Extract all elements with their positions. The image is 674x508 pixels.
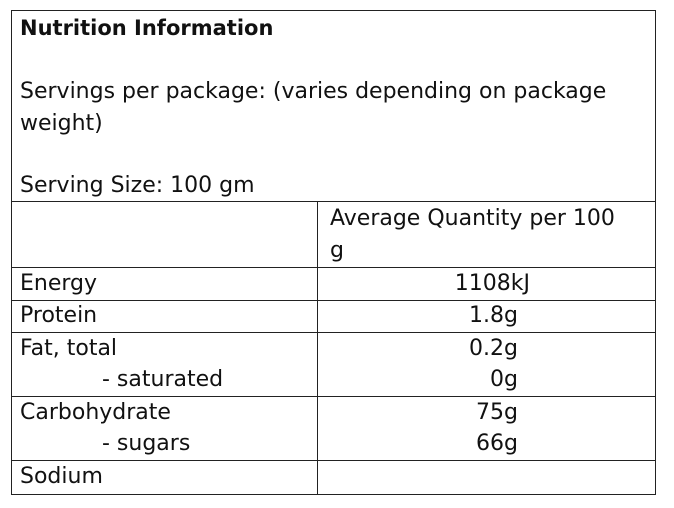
quantity: 66g (476, 431, 518, 456)
sub-nutrient: - sugars (102, 431, 191, 456)
serving-size: Serving Size: 100 gm (20, 173, 255, 198)
quantity: 75g (476, 400, 518, 425)
nutrient: Carbohydrate (20, 400, 171, 425)
servings: Servings per package: (varies depending … (20, 79, 607, 136)
quantity: 1.8g (469, 303, 518, 328)
nutrient: Fat, total (20, 336, 118, 361)
cell (11, 201, 318, 268)
quantity: 0.2g (469, 336, 518, 361)
quantity: 0g (490, 367, 518, 392)
nutrient: Protein (20, 303, 98, 328)
sub-nutrient: - saturated (102, 367, 224, 392)
nutrient: Sodium (20, 464, 103, 489)
quantity: 1108kJ (454, 271, 530, 296)
title: Nutrition Information (20, 16, 274, 40)
column-header: Average Quantity per 100 g (330, 206, 615, 263)
nutrient: Energy (20, 271, 98, 296)
cell (317, 460, 656, 495)
